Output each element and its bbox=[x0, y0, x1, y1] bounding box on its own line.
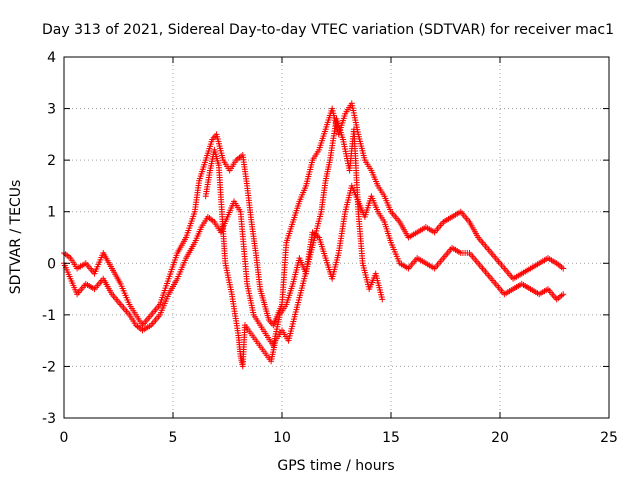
ticks: 0 5 10 15 20 25 -3 -2 -1 0 1 2 3 4 bbox=[42, 50, 618, 446]
y-tick-label: 1 bbox=[47, 205, 56, 221]
x-axis-label: GPS time / hours bbox=[277, 458, 394, 474]
plot-frame bbox=[63, 56, 610, 419]
y-tick-label: 0 bbox=[47, 256, 56, 272]
y-tick-label: -1 bbox=[42, 308, 56, 324]
data-point bbox=[560, 265, 567, 272]
chart-title: Day 313 of 2021, Sidereal Day-to-day VTE… bbox=[42, 22, 614, 38]
series-track-upper bbox=[61, 100, 567, 329]
y-tick-label: 4 bbox=[47, 50, 56, 66]
x-tick-label: 0 bbox=[60, 430, 69, 446]
y-tick-label: -2 bbox=[42, 359, 56, 375]
series-track-spikes bbox=[202, 115, 386, 370]
data-points bbox=[61, 100, 567, 370]
x-tick-label: 5 bbox=[169, 430, 178, 446]
data-point bbox=[379, 296, 386, 303]
y-tick-label: 2 bbox=[47, 153, 56, 169]
x-tick-label: 15 bbox=[382, 430, 400, 446]
data-point bbox=[560, 291, 567, 298]
y-tick-label: -3 bbox=[42, 411, 56, 427]
x-tick-label: 10 bbox=[273, 430, 291, 446]
x-tick-label: 20 bbox=[491, 430, 509, 446]
x-tick-label: 25 bbox=[600, 430, 618, 446]
y-axis-label: SDTVAR / TECUs bbox=[8, 180, 24, 295]
y-tick-label: 3 bbox=[47, 102, 56, 118]
